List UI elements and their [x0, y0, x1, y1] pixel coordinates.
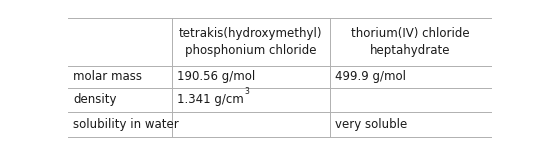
Text: tetrakis(hydroxymethyl)
phosphonium chloride: tetrakis(hydroxymethyl) phosphonium chlo… — [179, 27, 323, 57]
Text: molar mass: molar mass — [73, 70, 142, 83]
Text: thorium(IV) chloride
heptahydrate: thorium(IV) chloride heptahydrate — [351, 27, 470, 57]
Text: density: density — [73, 93, 117, 106]
Text: 3: 3 — [244, 87, 249, 96]
Text: 190.56 g/mol: 190.56 g/mol — [177, 70, 255, 83]
Text: very soluble: very soluble — [335, 118, 407, 131]
Text: 1.341 g/cm: 1.341 g/cm — [177, 93, 244, 106]
Text: solubility in water: solubility in water — [73, 118, 179, 131]
Text: 499.9 g/mol: 499.9 g/mol — [335, 70, 406, 83]
